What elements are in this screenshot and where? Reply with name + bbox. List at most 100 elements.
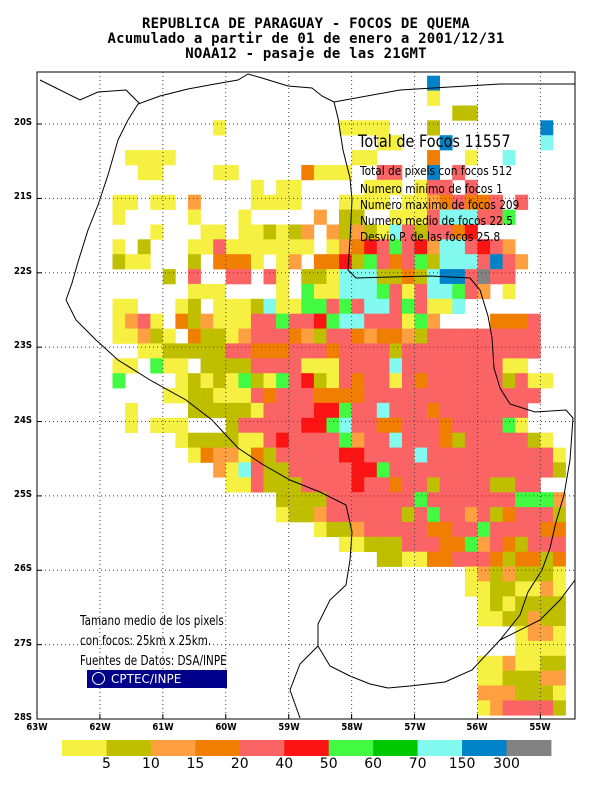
fire-pixel xyxy=(250,313,264,329)
y-tick-label: 24S xyxy=(14,414,32,426)
fire-pixel xyxy=(427,209,440,225)
axis-ticks xyxy=(36,123,541,720)
legend-label: 70 xyxy=(408,756,427,772)
fire-pixel xyxy=(527,373,541,389)
legend-swatch xyxy=(328,740,374,756)
fire-pixel xyxy=(351,536,365,552)
fire-pixel xyxy=(301,298,315,314)
fire-pixel xyxy=(502,611,516,627)
fire-pixel xyxy=(490,551,503,567)
fire-pixel xyxy=(112,209,126,225)
fire-pixel xyxy=(137,239,151,255)
fire-pixel xyxy=(502,551,516,567)
fire-pixel xyxy=(389,417,403,433)
fire-pixel xyxy=(452,239,466,255)
fire-pixel xyxy=(225,328,239,344)
fire-pixel xyxy=(553,596,566,612)
fire-pixel xyxy=(213,165,227,181)
fire-pixel xyxy=(477,358,491,374)
legend-label: 50 xyxy=(319,756,338,772)
fire-pixel xyxy=(464,581,478,597)
fire-pixel xyxy=(162,343,176,359)
fire-pixel xyxy=(250,224,264,240)
fire-pixel xyxy=(225,477,239,493)
fire-pixel xyxy=(301,388,315,404)
fire-pixel xyxy=(402,462,415,478)
fire-pixel xyxy=(402,224,415,240)
fire-pixel xyxy=(339,313,352,329)
fire-pixel xyxy=(162,358,176,374)
fire-pixel xyxy=(263,462,277,478)
fire-pixel xyxy=(477,581,491,597)
fire-pixel xyxy=(313,373,327,389)
fire-pixel xyxy=(313,269,327,285)
fire-pixel xyxy=(200,432,214,448)
fire-pixel xyxy=(351,388,365,404)
fire-pixel xyxy=(213,328,227,344)
fire-pixel xyxy=(238,462,252,478)
fire-pixel xyxy=(339,358,352,374)
fire-pixel xyxy=(427,432,440,448)
fire-pixel xyxy=(351,521,365,538)
fire-pixel xyxy=(188,328,201,344)
fire-pixel xyxy=(439,358,453,374)
fire-pixel xyxy=(527,388,541,404)
fire-pixel xyxy=(502,507,516,523)
fire-pixel xyxy=(540,670,554,686)
fire-pixel xyxy=(376,402,390,419)
fire-pixel xyxy=(427,224,440,240)
fire-pixel xyxy=(527,536,541,552)
fire-pixel xyxy=(376,254,390,270)
legend-swatch xyxy=(417,740,463,756)
fire-pixel xyxy=(225,358,239,374)
fire-pixel xyxy=(452,343,466,359)
fire-pixel xyxy=(225,447,239,463)
fire-pixel xyxy=(376,417,390,433)
fire-pixel xyxy=(439,432,453,448)
fire-pixel xyxy=(477,492,491,508)
fire-pixel xyxy=(225,373,239,389)
fire-pixel xyxy=(527,685,541,701)
fire-pixel xyxy=(402,507,415,523)
fire-pixel xyxy=(351,492,365,508)
fire-pixel xyxy=(490,388,503,404)
fire-pixel xyxy=(553,447,566,463)
fire-pixel xyxy=(402,417,415,433)
fire-pixel xyxy=(439,328,453,344)
fire-pixel xyxy=(364,507,378,523)
fire-pixel xyxy=(527,462,541,478)
fire-pixel xyxy=(414,298,428,314)
fire-pixel xyxy=(250,179,264,195)
fire-pixel xyxy=(125,328,138,344)
fire-pixel xyxy=(402,283,415,300)
fire-pixel xyxy=(502,477,516,493)
fire-pixel xyxy=(502,343,516,359)
fire-pixel xyxy=(188,432,201,448)
fire-pixel xyxy=(402,328,415,344)
fire-pixel xyxy=(213,343,227,359)
fire-pixel xyxy=(502,328,516,344)
fire-pixel xyxy=(464,388,478,404)
x-tick-label: 58W xyxy=(340,722,363,733)
fire-pixel xyxy=(402,373,415,389)
fire-pixel xyxy=(540,135,554,151)
fire-pixel xyxy=(389,477,403,493)
fire-pixel xyxy=(125,254,138,270)
fire-pixel xyxy=(515,343,529,359)
fire-pixel xyxy=(150,358,164,374)
fire-pixel xyxy=(414,388,428,404)
y-tick-label: 26S xyxy=(14,563,32,575)
fire-pixel xyxy=(515,626,529,642)
fire-pixel xyxy=(553,611,566,627)
fire-pixel xyxy=(540,655,554,671)
fire-pixel xyxy=(464,492,478,508)
legend-swatch xyxy=(373,740,419,756)
fire-pixel xyxy=(313,343,327,359)
fire-pixel xyxy=(112,373,126,389)
fire-pixel xyxy=(288,492,302,508)
fire-pixel xyxy=(288,402,302,419)
fire-pixel xyxy=(125,298,138,314)
fire-pixel xyxy=(276,417,289,433)
fire-pixel xyxy=(452,402,466,419)
fire-pixel xyxy=(351,477,365,493)
